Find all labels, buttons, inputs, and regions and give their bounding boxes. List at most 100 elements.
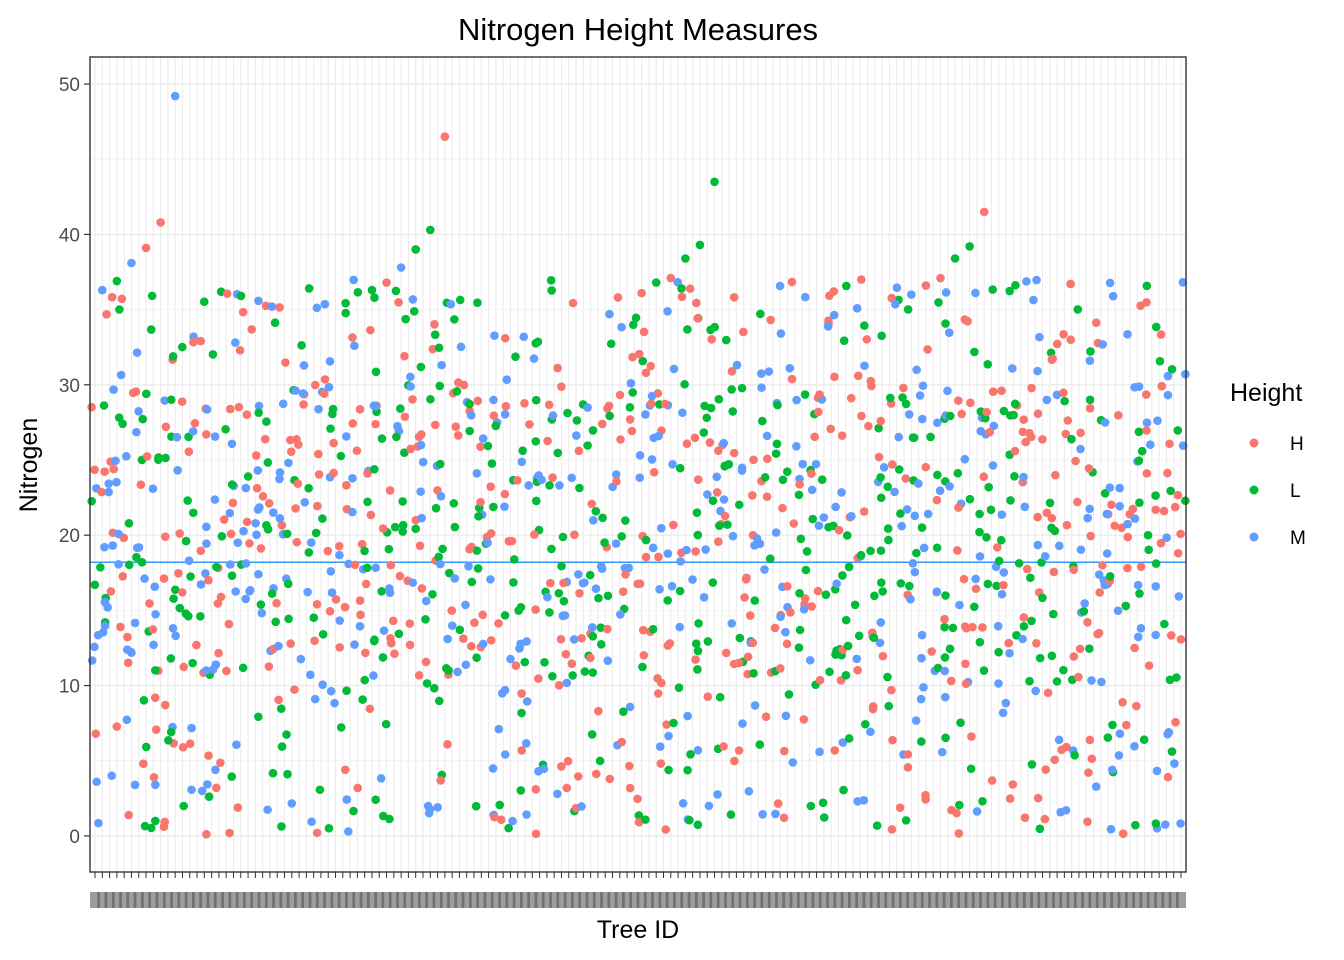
data-point bbox=[488, 764, 498, 773]
data-point bbox=[245, 586, 254, 596]
data-point bbox=[170, 91, 180, 101]
x-tick-label-glyph bbox=[184, 892, 195, 908]
data-point bbox=[436, 776, 445, 785]
data-point bbox=[181, 536, 191, 546]
data-point bbox=[872, 821, 882, 830]
data-point bbox=[1163, 371, 1173, 381]
data-point bbox=[841, 615, 851, 625]
data-point bbox=[100, 597, 110, 607]
data-point bbox=[588, 668, 598, 677]
data-point bbox=[1020, 502, 1030, 512]
data-point bbox=[1098, 561, 1107, 570]
data-point bbox=[847, 511, 856, 521]
data-point bbox=[838, 571, 847, 580]
data-point bbox=[554, 681, 564, 690]
data-point bbox=[385, 588, 395, 598]
data-point bbox=[1083, 817, 1092, 827]
data-point bbox=[1139, 735, 1149, 744]
data-point bbox=[519, 332, 529, 342]
data-point bbox=[758, 810, 767, 819]
data-point bbox=[737, 466, 747, 475]
data-point bbox=[1004, 638, 1013, 648]
data-point bbox=[604, 401, 614, 411]
data-point bbox=[151, 725, 161, 734]
data-point bbox=[547, 286, 556, 295]
data-point bbox=[773, 400, 782, 410]
data-point bbox=[172, 432, 182, 442]
data-point bbox=[773, 799, 783, 808]
data-point bbox=[905, 581, 914, 591]
data-point bbox=[842, 531, 852, 540]
data-point bbox=[111, 456, 120, 466]
data-point bbox=[688, 575, 697, 584]
x-tick-label-glyph bbox=[993, 892, 1004, 908]
data-point bbox=[192, 640, 201, 650]
data-point bbox=[521, 738, 531, 748]
data-point bbox=[494, 619, 503, 628]
data-point bbox=[708, 496, 718, 506]
data-point bbox=[473, 396, 483, 406]
data-point bbox=[704, 801, 714, 811]
x-tick-label-glyph bbox=[643, 892, 654, 908]
data-point bbox=[408, 578, 418, 587]
data-point bbox=[202, 522, 211, 532]
data-point bbox=[107, 771, 117, 781]
data-point bbox=[548, 473, 557, 482]
data-point bbox=[450, 574, 460, 583]
data-point bbox=[251, 451, 261, 460]
data-point bbox=[467, 577, 477, 587]
data-point bbox=[447, 606, 457, 615]
data-point bbox=[450, 315, 459, 324]
data-point bbox=[1172, 673, 1181, 682]
data-point bbox=[1142, 426, 1151, 435]
data-point bbox=[430, 320, 439, 329]
data-point bbox=[196, 580, 206, 589]
data-point bbox=[732, 360, 742, 370]
data-point bbox=[921, 281, 931, 290]
data-point bbox=[210, 432, 220, 441]
data-point bbox=[978, 623, 987, 632]
data-point bbox=[310, 380, 320, 390]
data-point bbox=[350, 560, 360, 570]
data-point bbox=[1052, 339, 1062, 349]
data-point bbox=[782, 639, 792, 649]
data-point bbox=[936, 273, 945, 283]
x-tick-label-glyph bbox=[899, 892, 910, 908]
data-point bbox=[398, 520, 408, 530]
data-point bbox=[982, 407, 991, 417]
data-point bbox=[401, 314, 410, 324]
data-point bbox=[304, 548, 314, 557]
data-point bbox=[367, 285, 377, 295]
data-point bbox=[435, 381, 445, 391]
data-point bbox=[1054, 541, 1064, 551]
data-point bbox=[1029, 295, 1038, 305]
data-point bbox=[500, 750, 510, 759]
data-point bbox=[160, 396, 169, 405]
data-point bbox=[148, 625, 158, 634]
data-point bbox=[1033, 540, 1043, 550]
data-point bbox=[1005, 794, 1015, 803]
legend-label: M bbox=[1290, 528, 1306, 549]
data-point bbox=[617, 737, 627, 747]
data-point bbox=[130, 618, 140, 628]
data-point bbox=[842, 281, 851, 291]
data-point bbox=[539, 764, 549, 774]
data-point bbox=[467, 641, 476, 651]
data-point bbox=[430, 330, 440, 339]
data-point bbox=[586, 653, 595, 663]
data-point bbox=[94, 818, 103, 828]
data-point bbox=[1010, 472, 1019, 481]
data-point bbox=[156, 218, 165, 227]
data-point bbox=[699, 428, 709, 437]
data-point bbox=[1114, 410, 1123, 420]
data-point bbox=[115, 305, 124, 314]
data-point bbox=[598, 513, 607, 523]
data-point bbox=[594, 706, 603, 716]
data-point bbox=[912, 548, 921, 558]
data-point bbox=[348, 419, 358, 428]
x-tick-label-glyph bbox=[950, 892, 961, 908]
data-point bbox=[371, 367, 381, 377]
data-point bbox=[1085, 735, 1095, 745]
data-point bbox=[1067, 434, 1076, 444]
data-point bbox=[233, 803, 243, 812]
